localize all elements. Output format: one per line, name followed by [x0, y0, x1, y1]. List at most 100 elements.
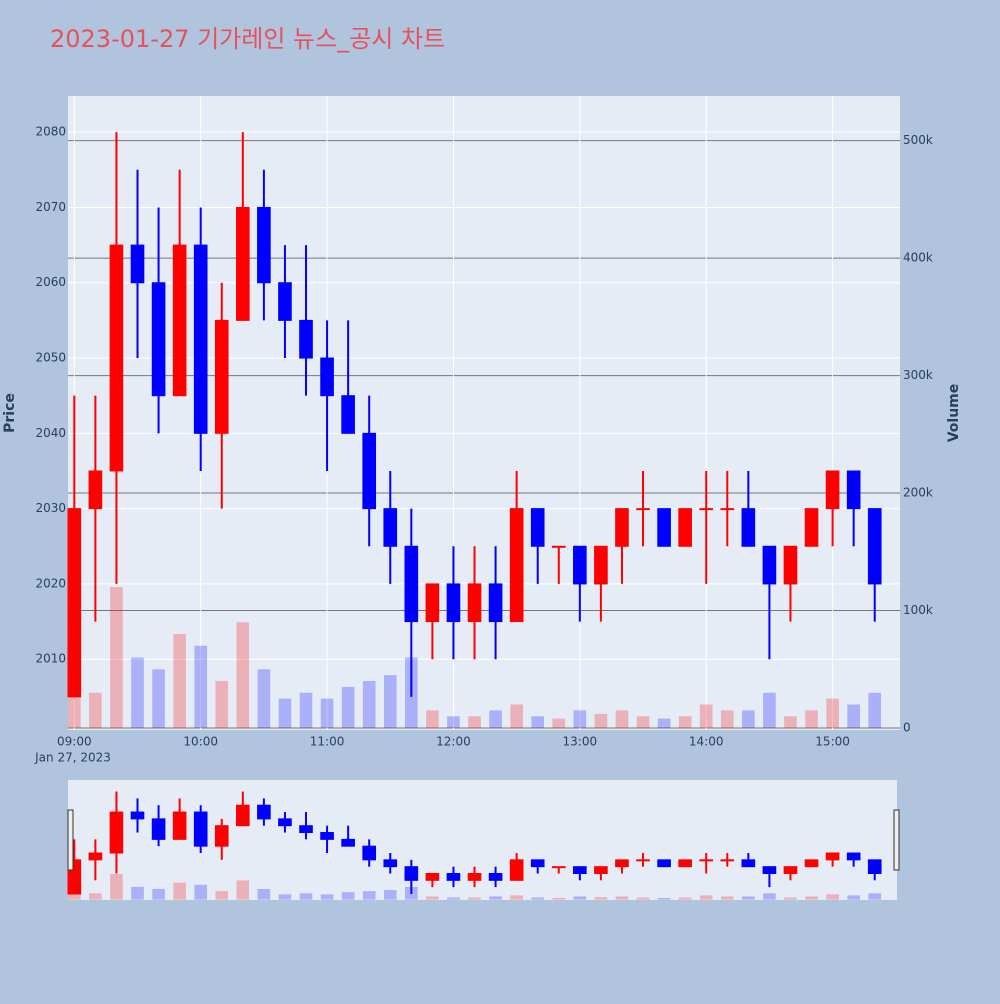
y-tick-label: 2080: [35, 125, 66, 139]
slider-candle-body: [573, 866, 587, 875]
y-tick-label: 2030: [35, 501, 66, 515]
candle-body: [404, 545, 419, 623]
volume-bar: [152, 669, 165, 729]
volume-bar: [805, 710, 818, 729]
slider-volume-bar: [257, 888, 271, 900]
slider-candle-body: [236, 804, 250, 827]
x-tick-label: 15:00: [815, 735, 850, 749]
slider-candle-body: [657, 859, 671, 868]
slider-volume-bar: [573, 896, 587, 900]
chart-title: 2023-01-27 기가레인 뉴스_공시 차트: [50, 25, 445, 53]
range-slider[interactable]: [68, 780, 897, 900]
slider-candle-body: [783, 866, 798, 875]
slider-volume-bar: [68, 891, 81, 900]
x-tick-label: 13:00: [563, 735, 598, 749]
slider-volume-bar: [826, 894, 839, 900]
slider-candle-body: [488, 873, 503, 881]
candle-body: [867, 508, 882, 585]
y2-tick-label: 300k: [903, 368, 933, 382]
candle-body: [172, 244, 187, 397]
slider-candle-body: [109, 811, 124, 854]
candle-body: [236, 206, 250, 321]
y-tick-label: 2020: [35, 576, 66, 590]
slider-candle-body: [467, 873, 482, 881]
candle-body: [615, 508, 629, 547]
slider-candle-body: [214, 825, 229, 847]
plot-area: [68, 96, 900, 730]
slider-volume-bar: [468, 897, 481, 900]
y-axis-title: Price: [2, 393, 18, 433]
slider-candle-body: [699, 859, 714, 862]
y-tick-label: 2050: [35, 351, 66, 365]
slider-volume-bar: [383, 890, 397, 900]
slider-candle-body: [257, 804, 271, 820]
y-tick-label: 2070: [35, 200, 66, 214]
candle-body: [299, 319, 313, 359]
slider-handle: [893, 809, 900, 871]
slider-volume-bar: [299, 893, 313, 900]
candle-body: [594, 545, 608, 585]
volume-bar: [636, 716, 650, 729]
candle-body: [320, 357, 334, 397]
candle-body: [278, 282, 292, 321]
slider-candle-body: [151, 818, 166, 840]
slider-candle-body: [867, 859, 882, 875]
volume-bar: [468, 716, 481, 729]
slider-candle-body: [825, 852, 840, 861]
volume-bar: [236, 622, 250, 729]
slider-volume-bar: [110, 874, 123, 900]
volume-bar: [826, 698, 839, 729]
candle-body: [109, 244, 124, 472]
volume-bar: [573, 710, 587, 729]
slider-candle-body: [615, 859, 629, 868]
volume-bar: [89, 692, 102, 729]
slider-candle-body: [720, 859, 735, 862]
candle-body: [425, 583, 440, 623]
slider-candle-body: [341, 838, 355, 847]
volume-bar: [784, 716, 797, 729]
slider-candle-body: [636, 859, 650, 862]
y-tick-label: 2060: [35, 275, 66, 289]
slider-volume-bar: [784, 897, 797, 900]
candle-body: [573, 545, 587, 585]
slider-candle-body: [846, 852, 861, 861]
slider-volume-bar: [320, 894, 334, 900]
volume-bar: [615, 710, 629, 729]
slider-volume-bar: [362, 891, 376, 900]
volume-bar: [299, 692, 313, 729]
slider-candle-body: [362, 845, 377, 861]
candle-body: [741, 508, 756, 547]
candle-body: [846, 470, 861, 510]
candle-body: [467, 583, 482, 623]
volume-bar: [173, 634, 186, 729]
x-tick-label: 12:00: [436, 735, 471, 749]
x-tick-label: 14:00: [689, 735, 724, 749]
slider-candle-body: [804, 859, 819, 868]
candle-body: [446, 583, 461, 623]
slider-volume-bar: [426, 896, 439, 900]
y2-tick-label: 0: [903, 721, 911, 735]
slider-candle-body: [193, 811, 208, 847]
candle-body: [362, 432, 377, 510]
volume-bar: [847, 704, 860, 729]
slider-candle-body: [678, 859, 692, 868]
volume-bar: [531, 716, 545, 729]
candle-body: [657, 508, 671, 547]
candle-body: [257, 206, 271, 284]
candle-body: [699, 508, 714, 511]
candle-body: [67, 508, 82, 698]
slider-candle-body: [320, 832, 334, 840]
candle-body: [720, 508, 735, 511]
volume-bar: [868, 692, 882, 729]
candle-body: [825, 470, 840, 510]
volume-bar: [320, 698, 334, 729]
slider-volume-bar: [763, 893, 776, 900]
slider-volume-bar: [868, 893, 882, 900]
slider-candle-body: [172, 811, 187, 840]
y2-tick-label: 100k: [903, 603, 933, 617]
y2-tick-label: 500k: [903, 133, 933, 147]
volume-bar: [257, 669, 271, 729]
slider-volume-bar: [173, 882, 186, 900]
slider-volume-bar: [510, 895, 523, 900]
